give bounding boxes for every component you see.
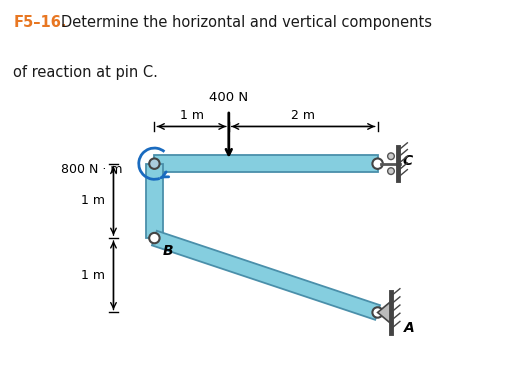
Polygon shape <box>378 301 391 324</box>
Text: F5–16.: F5–16. <box>13 15 67 30</box>
Circle shape <box>388 168 394 174</box>
Text: of reaction at pin C.: of reaction at pin C. <box>13 65 158 80</box>
Text: 2 m: 2 m <box>291 109 315 122</box>
Circle shape <box>149 233 160 243</box>
Polygon shape <box>154 155 378 172</box>
Text: C: C <box>402 154 412 168</box>
Circle shape <box>388 153 394 160</box>
Polygon shape <box>152 231 380 320</box>
Text: 400 N: 400 N <box>209 91 248 104</box>
Text: Determine the horizontal and vertical components: Determine the horizontal and vertical co… <box>61 15 432 30</box>
Circle shape <box>372 307 383 318</box>
Text: 1 m: 1 m <box>80 269 105 282</box>
Text: 800 N · m: 800 N · m <box>61 163 123 176</box>
Circle shape <box>149 158 160 169</box>
Circle shape <box>372 158 383 169</box>
Polygon shape <box>146 164 163 238</box>
Text: A: A <box>404 321 414 336</box>
Text: 1 m: 1 m <box>80 195 105 207</box>
Text: B: B <box>163 244 173 258</box>
Text: 1 m: 1 m <box>180 109 204 122</box>
